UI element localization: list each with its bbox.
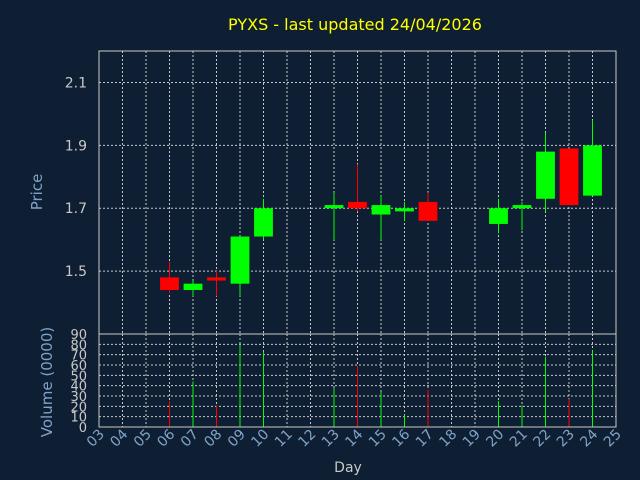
- x-tick-label: 11: [272, 427, 296, 451]
- volume-plot-frame: [98, 333, 617, 428]
- volume-tick-label: 60: [70, 359, 87, 374]
- candle-body: [418, 201, 438, 221]
- volume-tick-label: 20: [70, 400, 87, 415]
- candle-body: [489, 208, 508, 224]
- x-tick-label: 13: [319, 427, 343, 451]
- x-tick-label: 22: [530, 427, 554, 451]
- x-tick-label: 06: [154, 426, 178, 450]
- chart-title: PYXS - last updated 24/04/2026: [228, 15, 482, 34]
- candle-body: [512, 205, 532, 209]
- x-tick-label: 04: [107, 426, 131, 450]
- x-tick-label: 09: [225, 427, 249, 451]
- candle-body: [348, 201, 367, 209]
- candle-body: [324, 205, 344, 209]
- candle-body: [536, 151, 555, 199]
- x-tick-label: 05: [131, 427, 155, 451]
- x-tick-label: 17: [413, 427, 437, 451]
- volume-tick-label: 10: [70, 411, 87, 426]
- volume-tick-label: 70: [70, 349, 87, 364]
- volume-tick-label: 50: [70, 369, 87, 384]
- candle-body: [254, 208, 273, 237]
- x-tick-label: 07: [178, 427, 202, 451]
- tick-labels: 03 04 05 06 07 08 09 10 11 12 13 14 15 16 17 18 19 20 21 22…: [65, 75, 625, 450]
- x-tick-label: 08: [201, 427, 225, 451]
- candle-body: [371, 205, 391, 215]
- candle-body: [230, 236, 250, 284]
- volume-tick-label: 80: [70, 338, 87, 353]
- volume-bars: [169, 344, 593, 427]
- x-tick-label: 23: [554, 427, 578, 451]
- x-tick-label: 21: [507, 427, 531, 451]
- x-tick-label: 24: [577, 426, 601, 450]
- x-tick-label: 18: [436, 427, 460, 451]
- candle-body: [207, 277, 226, 281]
- x-axis-label: Day: [334, 460, 362, 476]
- volume-tick-label: 0: [79, 421, 87, 436]
- x-tick-label: 19: [460, 427, 484, 451]
- candle-body: [183, 283, 203, 290]
- volume-tick-label: 90: [70, 328, 87, 343]
- candle-body: [160, 277, 179, 290]
- x-tick-label: 16: [389, 426, 413, 450]
- candle-body: [395, 208, 414, 212]
- x-tick-label: 12: [295, 427, 319, 451]
- x-tick-label: 14: [342, 426, 366, 450]
- x-tick-label: 20: [483, 427, 507, 451]
- x-tick-label: 25: [601, 427, 625, 451]
- price-tick-label: 2.1: [65, 75, 87, 91]
- price-axis-label: Price: [28, 174, 46, 211]
- x-tick-label: 10: [248, 427, 272, 451]
- price-tick-label: 1.7: [65, 201, 87, 217]
- candle-body: [583, 145, 602, 196]
- volume-axis-label: Volume (0000): [38, 327, 56, 437]
- volume-tick-label: 30: [70, 390, 87, 405]
- candles: [160, 120, 602, 297]
- x-tick-label: 03: [84, 427, 108, 451]
- candle-body: [559, 148, 579, 206]
- x-tick-label: 15: [366, 427, 390, 451]
- price-tick-label: 1.9: [65, 138, 87, 154]
- price-tick-label: 1.5: [65, 264, 87, 280]
- volume-tick-label: 40: [70, 380, 87, 395]
